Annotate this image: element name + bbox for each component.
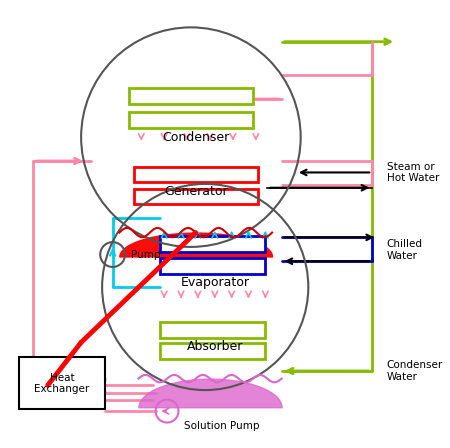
Bar <box>160 258 266 274</box>
Bar <box>134 167 258 182</box>
Bar <box>129 88 253 104</box>
Text: Pump: Pump <box>131 250 160 259</box>
Bar <box>160 322 266 338</box>
Text: Evaporator: Evaporator <box>180 276 249 289</box>
Bar <box>134 189 258 204</box>
Text: Heat
Exchanger: Heat Exchanger <box>34 373 90 394</box>
Text: Condenser
Water: Condenser Water <box>387 360 443 382</box>
Text: Steam or
Hot Water: Steam or Hot Water <box>387 162 439 183</box>
Text: Generator: Generator <box>164 185 228 198</box>
Bar <box>129 112 253 128</box>
Text: Solution Pump: Solution Pump <box>184 422 260 431</box>
Text: Absorber: Absorber <box>187 340 243 353</box>
Bar <box>160 343 266 358</box>
Bar <box>160 237 266 252</box>
Text: Condenser: Condenser <box>162 131 230 144</box>
Text: Chilled
Water: Chilled Water <box>387 239 423 261</box>
Bar <box>19 357 105 409</box>
